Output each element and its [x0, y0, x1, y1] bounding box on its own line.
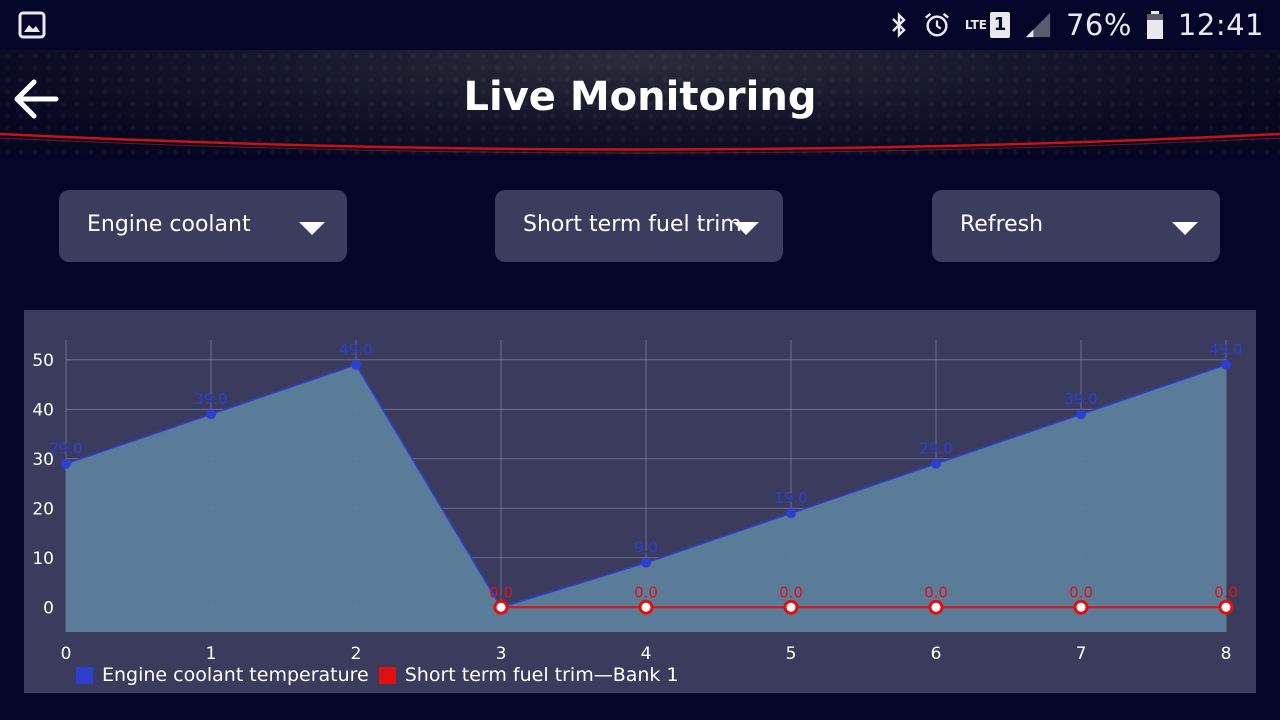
y-tick-label: 10	[32, 549, 54, 569]
legend-label: Engine coolant temperature	[102, 664, 369, 686]
y-tick-label: 40	[32, 400, 54, 420]
legend-label: Short term fuel trim—Bank 1	[404, 664, 679, 686]
data-point	[493, 599, 509, 615]
x-tick-label: 1	[206, 644, 217, 660]
y-tick-label: 50	[32, 351, 54, 371]
data-label: 0.0	[779, 583, 803, 601]
data-point	[928, 599, 944, 615]
data-label: 0.0	[489, 583, 513, 601]
network-type: LTE	[964, 18, 987, 32]
signal-icon	[1025, 12, 1051, 38]
data-label: 0.0	[489, 583, 513, 601]
data-label: 0.0	[924, 583, 948, 601]
data-label: 0.0	[1069, 583, 1093, 601]
data-point	[931, 458, 941, 469]
coolant-dropdown[interactable]: Engine coolant	[59, 190, 347, 262]
y-tick-label: 20	[32, 499, 54, 519]
data-point	[206, 409, 216, 420]
page-title: Live Monitoring	[463, 74, 817, 120]
data-label: 19.0	[774, 489, 807, 507]
dropdown-label: Short term fuel trim	[523, 212, 742, 237]
gallery-icon	[18, 11, 46, 39]
data-label: 0.0	[634, 583, 658, 601]
data-point	[783, 599, 799, 615]
dropdown-label: Refresh	[960, 212, 1044, 237]
chevron-down-icon	[299, 222, 325, 235]
status-bar: LTE 1 76% 12:41	[0, 0, 1280, 50]
dropdown-label: Engine coolant	[87, 212, 251, 237]
data-point	[61, 458, 71, 469]
data-point	[1221, 359, 1231, 370]
data-label: 39.0	[1064, 390, 1097, 408]
data-label: 49.0	[339, 341, 372, 359]
line-chart: 29.0 39.0 49.0 0.0 9.0 19.0 29.0 39.0 49.0 0.0 0.0…	[32, 340, 1243, 660]
battery-percent: 76%	[1065, 8, 1132, 42]
header-accent-line	[0, 132, 1280, 154]
data-label: 49.0	[1209, 341, 1242, 359]
data-point	[1076, 409, 1086, 420]
chart-panel: 29.0 39.0 49.0 0.0 9.0 19.0 29.0 39.0 49.0 0.0 0.0…	[24, 310, 1256, 693]
legend-swatch	[76, 666, 93, 684]
data-label: 29.0	[919, 440, 952, 458]
x-tick-label: 6	[931, 644, 942, 660]
x-tick-label: 4	[641, 644, 652, 660]
data-point	[641, 557, 651, 568]
y-tick-label: 0	[43, 598, 54, 618]
x-tick-label: 7	[1076, 644, 1087, 660]
series-area-0	[66, 364, 1226, 632]
chevron-down-icon	[1172, 222, 1198, 235]
status-icons: LTE 1 76% 12:41	[889, 0, 1264, 50]
data-point	[351, 359, 361, 370]
y-tick-label: 30	[32, 450, 54, 470]
battery-icon	[1146, 11, 1163, 39]
legend-swatch	[378, 666, 396, 684]
refresh-dropdown[interactable]: Refresh	[932, 190, 1220, 262]
alarm-icon	[924, 12, 949, 37]
clock: 12:41	[1177, 8, 1264, 42]
bluetooth-icon	[892, 12, 906, 38]
data-point	[1073, 599, 1089, 615]
x-tick-label: 8	[1221, 644, 1232, 660]
legend-item: Engine coolant temperature	[76, 664, 369, 686]
x-tick-label: 0	[61, 644, 72, 660]
x-tick-label: 5	[786, 644, 797, 660]
network-indicator: LTE 1	[965, 12, 1010, 38]
data-point	[786, 508, 796, 519]
data-label: 9.0	[634, 539, 658, 557]
data-label: 29.0	[49, 440, 82, 458]
legend-item: Short term fuel trim—Bank 1	[378, 664, 679, 686]
data-point	[1218, 599, 1234, 615]
data-point	[638, 599, 654, 615]
back-arrow-icon[interactable]	[12, 76, 62, 122]
header-texture	[0, 50, 1280, 156]
chart-legend: Engine coolant temperature Short term fu…	[76, 662, 689, 688]
sim-badge: 1	[989, 12, 1010, 38]
data-label: 0.0	[1214, 583, 1238, 601]
x-tick-label: 2	[351, 644, 362, 660]
fuel-trim-dropdown[interactable]: Short term fuel trim	[495, 190, 783, 262]
app-header: Live Monitoring	[0, 50, 1280, 156]
chevron-down-icon	[733, 222, 759, 235]
data-label: 39.0	[194, 390, 227, 408]
x-tick-label: 3	[496, 644, 507, 660]
